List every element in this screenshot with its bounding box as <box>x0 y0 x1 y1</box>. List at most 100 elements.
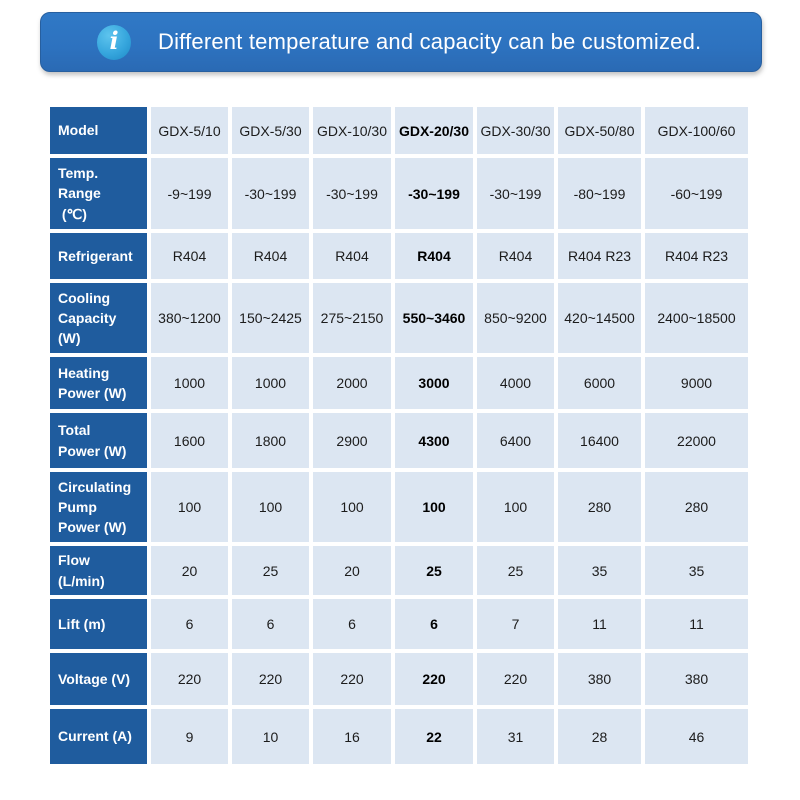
table-row-current: Current (A) 9 10 16 22 31 28 46 <box>50 709 748 764</box>
row-label: Model <box>50 107 147 154</box>
table-cell: -80~199 <box>558 158 641 229</box>
table-cell: R404 R23 <box>645 233 748 279</box>
table-cell: GDX-30/30 <box>477 107 554 154</box>
table-cell: 850~9200 <box>477 283 554 353</box>
table-cell: R404 <box>151 233 228 279</box>
table-cell: GDX-100/60 <box>645 107 748 154</box>
spec-table: Model GDX-5/10 GDX-5/30 GDX-10/30 GDX-20… <box>46 103 752 768</box>
table-cell: 9 <box>151 709 228 764</box>
table-cell: 100 <box>313 472 391 542</box>
table-cell-highlighted: 550~3460 <box>395 283 473 353</box>
table-cell: 11 <box>645 599 748 649</box>
table-cell: 380 <box>645 653 748 705</box>
row-label: Cooling Capacity (W) <box>50 283 147 353</box>
table-cell: R404 <box>477 233 554 279</box>
table-cell: -30~199 <box>232 158 309 229</box>
table-cell: 10 <box>232 709 309 764</box>
table-cell-highlighted: 25 <box>395 546 473 595</box>
table-row-refrigerant: Refrigerant R404 R404 R404 R404 R404 R40… <box>50 233 748 279</box>
table-cell: 6400 <box>477 413 554 468</box>
table-cell: 1600 <box>151 413 228 468</box>
table-cell: 25 <box>477 546 554 595</box>
table-row-total-power: Total Power (W) 1600 1800 2900 4300 6400… <box>50 413 748 468</box>
table-cell: 220 <box>313 653 391 705</box>
table-cell-highlighted: 22 <box>395 709 473 764</box>
table-cell: 16 <box>313 709 391 764</box>
table-cell: R404 <box>232 233 309 279</box>
table-cell: GDX-10/30 <box>313 107 391 154</box>
table-cell: 100 <box>477 472 554 542</box>
table-row-flow: Flow (L/min) 20 25 20 25 25 35 35 <box>50 546 748 595</box>
table-cell: GDX-50/80 <box>558 107 641 154</box>
row-label: Temp. Range (℃) <box>50 158 147 229</box>
table-cell-highlighted: 3000 <box>395 357 473 409</box>
table-row-cooling-capacity: Cooling Capacity (W) 380~1200 150~2425 2… <box>50 283 748 353</box>
table-cell: 6 <box>313 599 391 649</box>
table-cell: 380~1200 <box>151 283 228 353</box>
table-cell: 275~2150 <box>313 283 391 353</box>
table-row-lift: Lift (m) 6 6 6 6 7 11 11 <box>50 599 748 649</box>
table-cell: -30~199 <box>477 158 554 229</box>
table-cell: 4000 <box>477 357 554 409</box>
table-cell: -9~199 <box>151 158 228 229</box>
table-cell: -60~199 <box>645 158 748 229</box>
row-label: Circulating Pump Power (W) <box>50 472 147 542</box>
table-cell-highlighted: 220 <box>395 653 473 705</box>
table-cell: 6 <box>151 599 228 649</box>
table-cell: 20 <box>313 546 391 595</box>
table-cell: 2000 <box>313 357 391 409</box>
table-cell: 35 <box>558 546 641 595</box>
table-cell: 31 <box>477 709 554 764</box>
table-cell: 2900 <box>313 413 391 468</box>
table-cell-highlighted: R404 <box>395 233 473 279</box>
table-cell: 220 <box>232 653 309 705</box>
banner-text: Different temperature and capacity can b… <box>158 29 702 54</box>
table-cell: -30~199 <box>313 158 391 229</box>
table-cell: 11 <box>558 599 641 649</box>
info-icon: i <box>97 24 131 60</box>
table-cell: R404 R23 <box>558 233 641 279</box>
table-cell: 150~2425 <box>232 283 309 353</box>
table-cell: 420~14500 <box>558 283 641 353</box>
table-cell-highlighted: GDX-20/30 <box>395 107 473 154</box>
table-cell: GDX-5/30 <box>232 107 309 154</box>
row-label: Current (A) <box>50 709 147 764</box>
table-row-temp-range: Temp. Range (℃) -9~199 -30~199 -30~199 -… <box>50 158 748 229</box>
table-cell: 220 <box>477 653 554 705</box>
table-cell: GDX-5/10 <box>151 107 228 154</box>
table-cell: 280 <box>645 472 748 542</box>
table-cell-highlighted: -30~199 <box>395 158 473 229</box>
row-label: Lift (m) <box>50 599 147 649</box>
table-cell: 6000 <box>558 357 641 409</box>
row-label: Flow (L/min) <box>50 546 147 595</box>
table-cell: 1000 <box>232 357 309 409</box>
table-cell: 100 <box>232 472 309 542</box>
table-row-voltage: Voltage (V) 220 220 220 220 220 380 380 <box>50 653 748 705</box>
table-cell: 46 <box>645 709 748 764</box>
table-cell: 1800 <box>232 413 309 468</box>
table-cell: R404 <box>313 233 391 279</box>
table-cell: 220 <box>151 653 228 705</box>
row-label: Heating Power (W) <box>50 357 147 409</box>
row-label: Voltage (V) <box>50 653 147 705</box>
table-cell: 100 <box>151 472 228 542</box>
table-cell-highlighted: 100 <box>395 472 473 542</box>
table-cell: 7 <box>477 599 554 649</box>
table-row-heating-power: Heating Power (W) 1000 1000 2000 3000 40… <box>50 357 748 409</box>
table-cell: 1000 <box>151 357 228 409</box>
row-label: Refrigerant <box>50 233 147 279</box>
banner: i Different temperature and capacity can… <box>40 12 762 72</box>
table-cell: 22000 <box>645 413 748 468</box>
table-row-model: Model GDX-5/10 GDX-5/30 GDX-10/30 GDX-20… <box>50 107 748 154</box>
table-cell: 380 <box>558 653 641 705</box>
table-cell: 9000 <box>645 357 748 409</box>
info-icon-glyph: i <box>109 26 119 55</box>
table-cell-highlighted: 6 <box>395 599 473 649</box>
table-cell: 28 <box>558 709 641 764</box>
table-cell-highlighted: 4300 <box>395 413 473 468</box>
table-cell: 35 <box>645 546 748 595</box>
table-cell: 2400~18500 <box>645 283 748 353</box>
table-row-circulating-pump-power: Circulating Pump Power (W) 100 100 100 1… <box>50 472 748 542</box>
table-cell: 280 <box>558 472 641 542</box>
